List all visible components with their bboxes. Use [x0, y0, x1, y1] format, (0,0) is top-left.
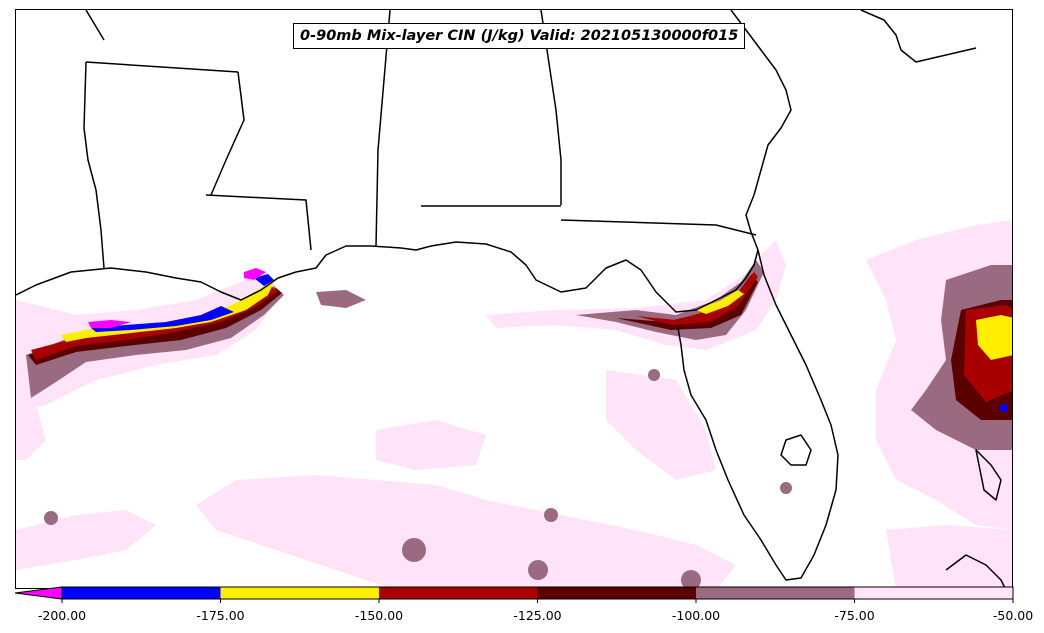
colorbar-ticks [61, 599, 1014, 603]
colorbar-segment-mauve [696, 587, 855, 599]
coastline-and-borders [16, 10, 1006, 588]
magenta-spot-louisiana [244, 268, 266, 280]
border-tennessee-north [85, 10, 105, 41]
colorbar-tick-label: -125.00 [513, 608, 562, 623]
cuba-coast [945, 554, 1006, 588]
colorbar-tick-label: -50.00 [992, 608, 1034, 623]
florida-peninsula-coast [677, 249, 839, 581]
mauve-spot-8 [933, 382, 949, 398]
lake-okeechobee [780, 434, 812, 466]
mauve-spot-2 [528, 560, 548, 580]
mauve-spot-5 [44, 511, 58, 525]
mauve-spot-1 [402, 538, 426, 562]
mauve-spot-4 [780, 482, 792, 494]
pink-area-west-edge [16, 405, 46, 460]
border-mississippi-alabama [375, 10, 391, 247]
colorbar-segment-red [379, 587, 538, 599]
cin-contour-magenta [88, 268, 266, 328]
blue-spot-atlantic [1000, 404, 1008, 412]
colorbar-tick-label: -75.00 [834, 608, 875, 623]
yellow-area-atlantic [976, 315, 1012, 360]
map-title: 0-90mb Mix-layer CIN (J/kg) Valid: 20210… [293, 23, 746, 49]
blue-band-western-gulf [91, 306, 234, 332]
cin-contour-blue [91, 274, 1008, 412]
blue-spot-louisiana [254, 274, 274, 286]
red-band-western-gulf [31, 287, 278, 360]
darkred-band-florida [616, 275, 758, 330]
pink-area-southern-gulf [196, 475, 736, 588]
border-alabama-georgia [540, 10, 562, 205]
carolina-coast [860, 10, 977, 63]
map-frame: 0-90mb Mix-layer CIN (J/kg) Valid: 20210… [15, 9, 1013, 589]
magenta-spot-texas-coast [88, 320, 131, 328]
gulf-coastline [16, 241, 759, 313]
border-louisiana-arkansas [85, 61, 239, 73]
mauve-spot-3 [544, 508, 558, 522]
mauve-spot-7 [648, 369, 660, 381]
atlantic-coast-north [730, 10, 792, 251]
red-band-florida [636, 272, 758, 325]
colorbar-segment-pink [854, 587, 1013, 599]
darkred-band-western-gulf [28, 288, 282, 365]
colorbar-segment-dark-red [537, 587, 696, 599]
yellow-band-florida [696, 290, 744, 314]
cin-map [16, 10, 1012, 588]
colorbar-tick-label: -100.00 [671, 608, 721, 623]
pink-area-caribbean [886, 525, 1012, 588]
colorbar-tick-label: -150.00 [354, 608, 404, 623]
colorbar-segment-blue [62, 587, 221, 599]
pink-area-southwest-gulf [16, 510, 156, 570]
mauve-band-louisiana-coast [316, 290, 366, 308]
mauve-spot-6 [681, 570, 701, 588]
bahamas-islands [975, 449, 1002, 501]
colorbar-under-arrow [14, 586, 63, 600]
pink-area-midgulf [376, 420, 486, 470]
colorbar-tick-label: -200.00 [37, 608, 87, 623]
border-mississippi-river [210, 71, 245, 196]
colorbar [14, 586, 1014, 603]
colorbar-tick-label: -175.00 [196, 608, 245, 623]
colorbar-segment-yellow [220, 587, 379, 599]
border-georgia-florida [560, 219, 757, 236]
pink-area-florida-west-coast [606, 370, 716, 480]
border-texas-louisiana [83, 61, 105, 269]
border-louisiana-mississippi [205, 194, 312, 251]
